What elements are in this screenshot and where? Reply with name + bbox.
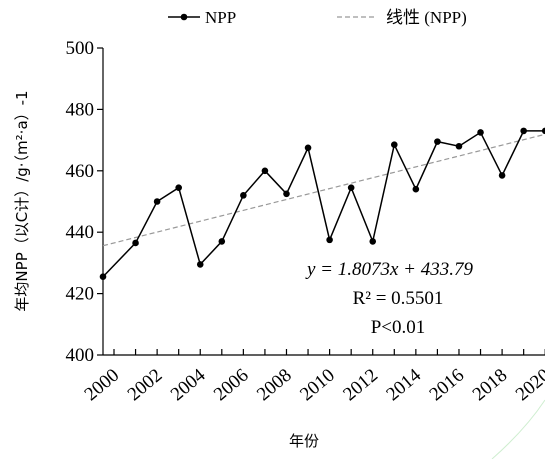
regression-annotation: y = 1.8073x + 433.79 R² = 0.5501 P<0.01 xyxy=(305,259,474,338)
npp-data-point xyxy=(240,192,247,199)
npp-series-line xyxy=(102,130,545,278)
npp-data-point xyxy=(390,141,398,149)
legend-npp-marker xyxy=(180,13,188,21)
x-tick-label: 2002 xyxy=(124,365,167,406)
y-tick-label: 480 xyxy=(66,99,95,120)
y-tick-label: 440 xyxy=(66,222,95,243)
y-tick-label: 460 xyxy=(66,161,95,182)
trendline-group xyxy=(102,133,545,247)
npp-data-point xyxy=(218,238,226,245)
x-tick-label: 2006 xyxy=(210,365,253,406)
equation-label: y = 1.8073x + 433.79 xyxy=(305,259,474,280)
legend: NPP 线性 (NPP) xyxy=(168,8,467,27)
npp-data-point xyxy=(132,239,139,247)
x-tick-label: 2018 xyxy=(469,365,512,406)
npp-data-point xyxy=(304,144,312,152)
y-tick-label: 400 xyxy=(66,345,95,366)
x-axis-title: 年份 xyxy=(289,432,319,450)
npp-series-group xyxy=(99,127,545,281)
x-tick-label: 2008 xyxy=(253,365,296,406)
npp-data-point xyxy=(196,261,204,268)
legend-npp-label: NPP xyxy=(205,8,236,27)
npp-data-point xyxy=(434,138,441,145)
p-value-label: P<0.01 xyxy=(371,317,426,338)
x-tick-label: 2014 xyxy=(382,364,425,405)
decorative-corner-arc xyxy=(491,399,545,459)
y-axis-title: 年均NPP（以C计）/g·（m²·a）-1 xyxy=(13,90,31,311)
npp-data-point xyxy=(369,238,377,245)
x-tick-label: 2012 xyxy=(339,365,382,406)
npp-data-point xyxy=(455,142,463,150)
x-tick-label: 2010 xyxy=(296,365,339,406)
x-tick-label: 2000 xyxy=(81,365,124,406)
npp-data-point xyxy=(153,198,161,205)
x-tick-label: 2016 xyxy=(426,365,469,406)
npp-data-point xyxy=(347,184,355,191)
trend-line xyxy=(102,133,545,247)
x-tick-label: 2020 xyxy=(512,365,545,406)
npp-data-point xyxy=(498,172,506,179)
y-tick-label: 420 xyxy=(66,284,95,305)
legend-trend-label: 线性 (NPP) xyxy=(386,8,467,27)
npp-data-point xyxy=(175,184,182,191)
x-tick-label: 2004 xyxy=(167,364,210,405)
npp-data-point xyxy=(477,129,484,136)
npp-data-point xyxy=(412,185,420,193)
y-tick-label: 500 xyxy=(66,38,95,59)
r-squared-label: R² = 0.5501 xyxy=(353,288,444,309)
npp-data-point xyxy=(520,127,527,135)
x-axis-ticks: 2000 2002 2004 2006 2008 2010 2012 2014 2016 2018… xyxy=(81,349,545,405)
npp-data-point xyxy=(326,236,333,244)
npp-data-point xyxy=(541,127,545,135)
y-axis-ticks: 400 420 440 460 480 500 xyxy=(66,38,103,366)
npp-data-point xyxy=(99,273,107,281)
npp-data-point xyxy=(283,190,290,198)
npp-data-point xyxy=(261,167,269,175)
